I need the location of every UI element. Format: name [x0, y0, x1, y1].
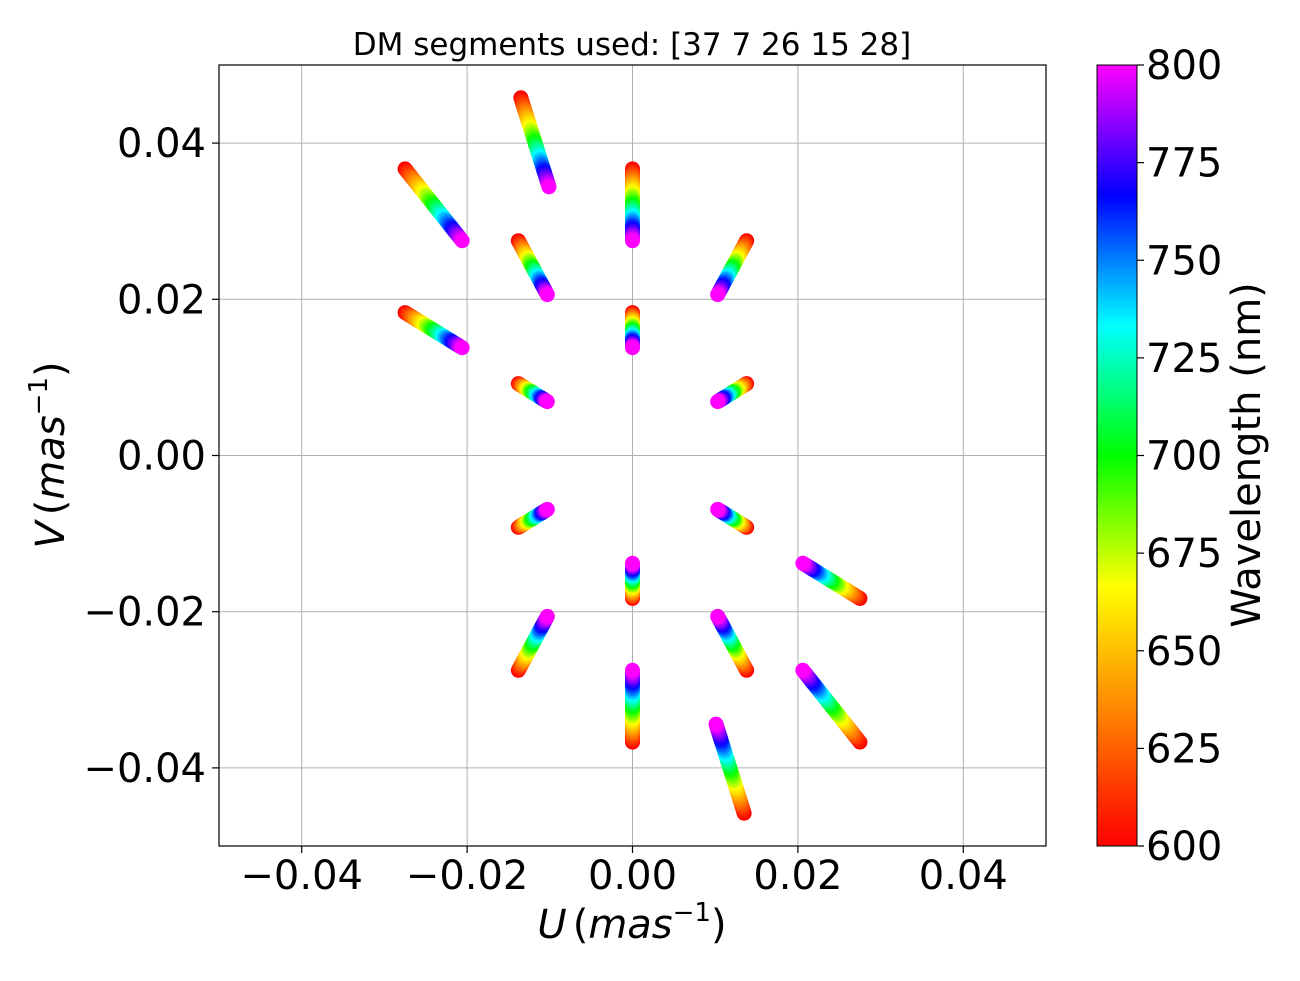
- x-axis-unit-exp: −1: [673, 898, 711, 928]
- colorbar-ticks: 600 625 650 675 700 725 750 775 800: [1137, 43, 1222, 870]
- x-axis-var: U: [537, 902, 566, 948]
- y-axis-unit-exp: −1: [24, 377, 54, 415]
- uv-point: [795, 662, 811, 678]
- x-axis-unit: mas: [588, 902, 672, 948]
- y-axis-label: V (mas−1): [24, 361, 74, 548]
- uv-point: [539, 287, 555, 303]
- colorbar-tick-label: 625: [1146, 726, 1222, 772]
- y-tick-label: 0.02: [117, 277, 206, 323]
- x-tick-label: 0.04: [919, 853, 1008, 899]
- x-tick-label: 0.00: [588, 853, 677, 899]
- colorbar-tick-label: 750: [1146, 238, 1222, 284]
- colorbar-tick-label: 600: [1146, 824, 1222, 870]
- colorbar-tick-label: 700: [1146, 434, 1222, 480]
- y-axis-unit-open: (: [28, 500, 74, 516]
- x-tick-label: −0.04: [240, 853, 363, 899]
- data-points: [397, 90, 868, 821]
- y-axis-unit-close: ): [28, 361, 74, 377]
- uv-point: [625, 233, 640, 249]
- colorbar-tick-label: 675: [1146, 531, 1222, 577]
- x-ticks: −0.04 −0.02 0.00 0.02 0.04: [240, 846, 1008, 899]
- y-tick-label: 0.04: [117, 121, 206, 167]
- y-tick-label: −0.02: [83, 590, 206, 636]
- chart-title: DM segments used: [37 7 26 15 28]: [353, 27, 911, 63]
- uv-point: [541, 179, 557, 195]
- colorbar-tick-label: 725: [1146, 336, 1222, 382]
- uv-point: [625, 662, 640, 678]
- x-axis-unit-close: ): [711, 902, 727, 948]
- colorbar-tick-label: 650: [1146, 629, 1222, 675]
- colorbar-tick-label: 800: [1146, 43, 1222, 89]
- uv-point: [625, 340, 640, 356]
- colorbar-label: Wavelength (nm): [1224, 282, 1270, 628]
- uv-point: [710, 394, 726, 410]
- x-axis-label: U (mas−1): [537, 898, 726, 948]
- y-ticks: −0.04 −0.02 0.00 0.02 0.04: [83, 121, 219, 792]
- y-axis-var: V: [28, 519, 74, 549]
- uv-point: [710, 501, 726, 517]
- uv-point: [454, 340, 470, 356]
- uv-point: [710, 287, 726, 303]
- colorbar: [1096, 64, 1138, 847]
- uv-point: [454, 233, 470, 249]
- uv-point: [710, 608, 726, 624]
- uv-point: [539, 608, 555, 624]
- x-axis-unit-open: (: [573, 902, 589, 948]
- y-tick-label: 0.00: [117, 434, 206, 480]
- uv-point: [795, 555, 811, 571]
- uv-point: [539, 394, 555, 410]
- uv-point: [539, 501, 555, 517]
- colorbar-tick-label: 775: [1146, 141, 1222, 187]
- uv-point: [708, 716, 724, 732]
- uv-point: [625, 555, 640, 571]
- x-tick-label: 0.02: [753, 853, 842, 899]
- x-tick-label: −0.02: [406, 853, 529, 899]
- y-tick-label: −0.04: [83, 746, 206, 792]
- y-axis-unit: mas: [28, 415, 74, 499]
